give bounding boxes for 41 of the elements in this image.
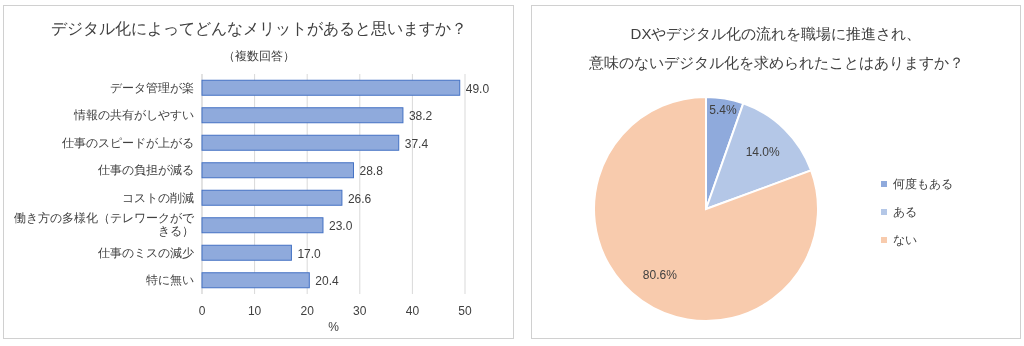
x-tick-label: 10	[247, 304, 262, 318]
y-tick-label: コストの削減	[122, 190, 194, 205]
data-label: 37.4	[404, 136, 429, 151]
legend-label: 何度もある	[893, 177, 953, 191]
x-tick-label: 30	[353, 304, 367, 318]
x-tick-label: 20	[300, 304, 315, 318]
data-label: 14.0%	[745, 144, 780, 159]
bar	[201, 79, 461, 96]
bar	[201, 107, 404, 124]
x-tick-label: 40	[405, 304, 420, 318]
pie-slice	[593, 96, 819, 322]
y-tick-label: データ管理が楽	[110, 80, 194, 95]
data-label: 80.6%	[642, 268, 678, 283]
data-label: 49.0	[465, 81, 490, 96]
data-label: 20.4	[315, 274, 339, 289]
chart-title: DXやデジタル化の流れを職場に推進され、意味のないデジタル化を求められたことはありますか？	[587, 25, 964, 71]
bar	[201, 272, 310, 289]
x-axis-title: %	[328, 320, 340, 334]
data-label: 5.4%	[709, 102, 738, 117]
x-tick-label: 50	[458, 304, 472, 318]
y-tick-label: 仕事のスピードが上がる	[61, 135, 194, 150]
x-tick-label: 0	[198, 304, 206, 318]
legend-label: ある	[893, 205, 917, 219]
chart-subtitle: （複数回答）	[223, 49, 295, 63]
y-tick-label: 仕事のミスの減少	[97, 245, 194, 260]
data-label: 17.0	[297, 246, 322, 261]
data-label: 28.8	[359, 164, 384, 179]
y-tick-label: 情報の共有がしやすい	[73, 108, 194, 123]
y-tick-label: 働き方の多様化（テレワークができる）	[14, 211, 195, 239]
chart-title: デジタル化によってどんなメリットがあると思いますか？	[51, 20, 467, 37]
bar	[201, 217, 324, 234]
bar	[201, 134, 400, 151]
bar	[201, 162, 354, 179]
bar	[201, 189, 343, 206]
y-tick-label: 仕事の負担が減る	[97, 163, 194, 178]
legend-label: ない	[893, 233, 917, 247]
data-label: 23.0	[328, 219, 353, 234]
y-tick-label: 特に無い	[146, 273, 194, 288]
bar	[201, 244, 292, 261]
data-label: 26.6	[347, 191, 372, 206]
data-label: 38.2	[408, 109, 433, 124]
